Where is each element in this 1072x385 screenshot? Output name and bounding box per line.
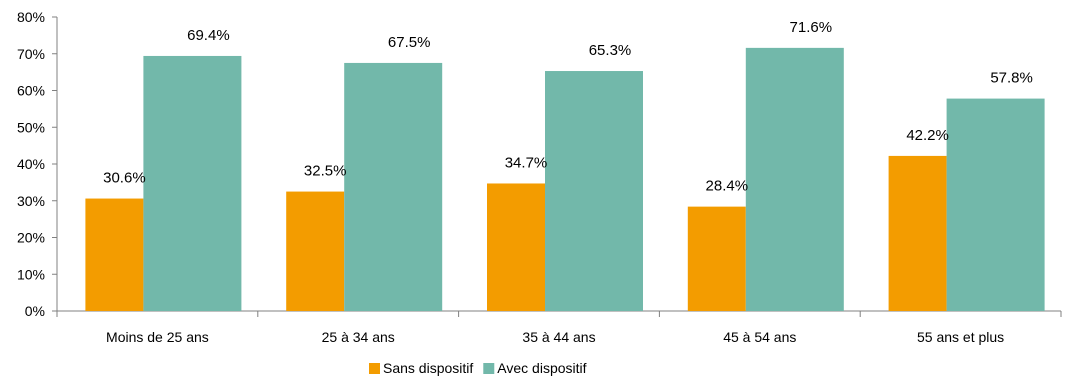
bar-avec-dispositif xyxy=(545,71,643,312)
bars xyxy=(85,47,1045,312)
legend-label: Avec dispositif xyxy=(497,360,586,376)
legend-swatch xyxy=(483,363,495,374)
bar-sans-dispositif xyxy=(687,206,746,311)
x-category-label: 55 ans et plus xyxy=(917,329,1004,345)
x-category-label: Moins de 25 ans xyxy=(106,329,209,345)
data-label: 42.2% xyxy=(906,127,949,144)
y-tick-label: 70% xyxy=(17,46,45,62)
y-tick-label: 20% xyxy=(17,230,45,246)
axes: 0% 10% 20% 30% 40% 50% 60% 70% 80% Moins de 25 an… xyxy=(17,9,1062,345)
legend: Sans dispositif Avec dispositif xyxy=(369,360,587,376)
y-tick-label: 30% xyxy=(17,193,45,209)
bar-sans-dispositif xyxy=(888,155,947,311)
data-label: 30.6% xyxy=(103,170,146,187)
y-tick-label: 80% xyxy=(17,9,45,25)
data-label: 32.5% xyxy=(304,163,347,180)
data-label: 34.7% xyxy=(505,154,548,171)
y-tick-label: 0% xyxy=(25,303,45,319)
data-label: 69.4% xyxy=(187,27,230,44)
x-category-label: 25 à 34 ans xyxy=(322,329,395,345)
y-tick-label: 50% xyxy=(17,119,45,135)
bar-sans-dispositif xyxy=(286,191,345,311)
data-label: 57.8% xyxy=(990,70,1033,87)
bar-sans-dispositif xyxy=(85,198,144,311)
value-labels: 30.6% 32.5% 34.7% 28.4% 42.2% 69.4% 67.5% 65.3%… xyxy=(103,19,1033,195)
legend-label: Sans dispositif xyxy=(383,360,473,376)
legend-swatch xyxy=(369,363,380,374)
bar-avec-dispositif xyxy=(143,55,242,311)
bar-avec-dispositif xyxy=(946,98,1045,312)
data-label: 67.5% xyxy=(388,34,431,51)
x-category-label: 45 à 54 ans xyxy=(723,329,796,345)
x-category-label: 35 à 44 ans xyxy=(522,329,595,345)
y-tick-label: 60% xyxy=(17,83,45,99)
data-label: 28.4% xyxy=(706,178,749,195)
bar-avec-dispositif xyxy=(344,62,443,311)
bar-avec-dispositif xyxy=(745,47,844,312)
y-tick-label: 40% xyxy=(17,156,45,172)
bar-sans-dispositif xyxy=(487,183,545,311)
y-tick-label: 10% xyxy=(17,266,45,282)
data-label: 65.3% xyxy=(589,42,632,59)
data-label: 71.6% xyxy=(790,19,833,36)
